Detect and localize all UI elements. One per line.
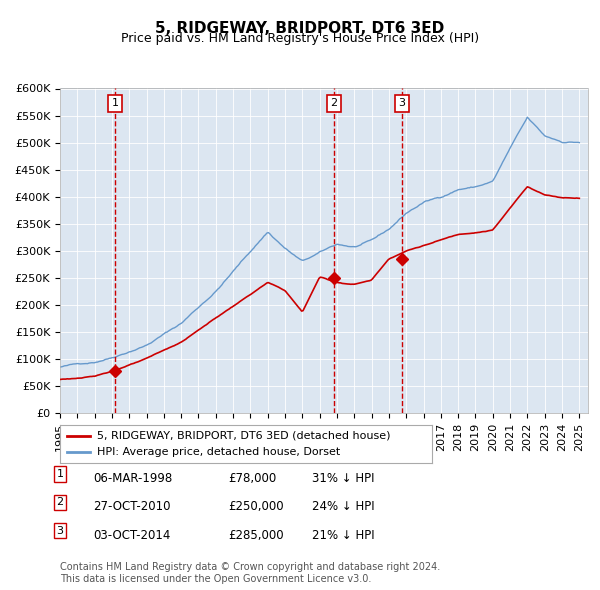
Text: 1: 1: [112, 98, 118, 108]
Text: £78,000: £78,000: [228, 472, 276, 485]
Text: £250,000: £250,000: [228, 500, 284, 513]
Text: 3: 3: [398, 98, 406, 108]
Text: 3: 3: [56, 526, 64, 536]
Text: 5, RIDGEWAY, BRIDPORT, DT6 3ED (detached house): 5, RIDGEWAY, BRIDPORT, DT6 3ED (detached…: [97, 431, 391, 441]
Text: Contains HM Land Registry data © Crown copyright and database right 2024.
This d: Contains HM Land Registry data © Crown c…: [60, 562, 440, 584]
Text: 27-OCT-2010: 27-OCT-2010: [93, 500, 170, 513]
Text: HPI: Average price, detached house, Dorset: HPI: Average price, detached house, Dors…: [97, 447, 340, 457]
Text: 03-OCT-2014: 03-OCT-2014: [93, 529, 170, 542]
Text: 24% ↓ HPI: 24% ↓ HPI: [312, 500, 374, 513]
Text: 5, RIDGEWAY, BRIDPORT, DT6 3ED: 5, RIDGEWAY, BRIDPORT, DT6 3ED: [155, 21, 445, 35]
Text: 31% ↓ HPI: 31% ↓ HPI: [312, 472, 374, 485]
Text: 1: 1: [56, 469, 64, 479]
Text: £285,000: £285,000: [228, 529, 284, 542]
Text: 2: 2: [331, 98, 337, 108]
Text: 21% ↓ HPI: 21% ↓ HPI: [312, 529, 374, 542]
Text: 2: 2: [56, 497, 64, 507]
Text: 06-MAR-1998: 06-MAR-1998: [93, 472, 172, 485]
Text: Price paid vs. HM Land Registry's House Price Index (HPI): Price paid vs. HM Land Registry's House …: [121, 32, 479, 45]
